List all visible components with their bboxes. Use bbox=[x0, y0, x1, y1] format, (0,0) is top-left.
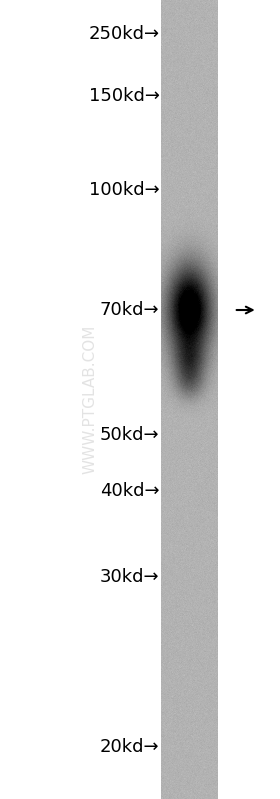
Text: 150kd→: 150kd→ bbox=[88, 87, 160, 105]
Text: 100kd→: 100kd→ bbox=[89, 181, 160, 199]
Text: WWW.PTGLAB.COM: WWW.PTGLAB.COM bbox=[82, 325, 97, 474]
Text: 250kd→: 250kd→ bbox=[88, 25, 160, 42]
Text: 40kd→: 40kd→ bbox=[100, 483, 160, 500]
Text: 50kd→: 50kd→ bbox=[100, 427, 160, 444]
Text: 30kd→: 30kd→ bbox=[100, 568, 160, 586]
Text: 20kd→: 20kd→ bbox=[100, 738, 160, 756]
Text: 70kd→: 70kd→ bbox=[100, 301, 160, 319]
